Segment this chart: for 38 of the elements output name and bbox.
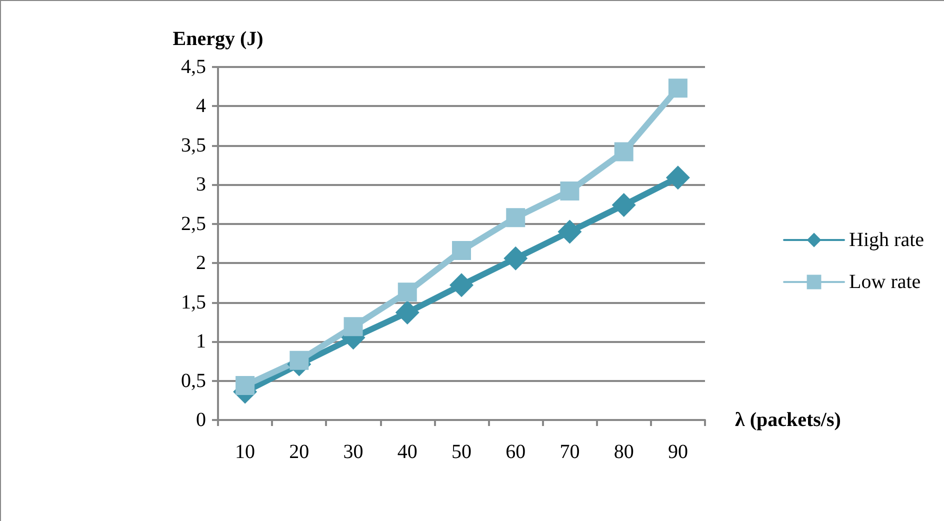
- point: [506, 208, 526, 228]
- x-tick-label: 60: [506, 441, 526, 463]
- x-tick-label: 10: [235, 441, 256, 463]
- x-tick-label: 50: [452, 441, 472, 463]
- point: [452, 241, 471, 260]
- legend-label: Low rate: [849, 271, 921, 293]
- y-tick-label: 4,5: [181, 56, 206, 78]
- point: [236, 376, 255, 395]
- point: [504, 246, 528, 270]
- legend-label: High rate: [849, 229, 924, 251]
- x-tick-label: 40: [397, 441, 418, 463]
- y-tick-label: 3,5: [181, 134, 206, 156]
- point: [558, 220, 582, 244]
- y-axis-title: Energy (J): [172, 28, 264, 50]
- point: [666, 166, 690, 190]
- y-tick-label: 1: [196, 330, 206, 353]
- y-tick-label: 0,5: [181, 370, 206, 392]
- x-tick-label: 80: [614, 441, 634, 463]
- point: [614, 142, 634, 162]
- y-tick-label: 4: [196, 95, 206, 118]
- x-tick-label: 90: [668, 441, 688, 463]
- point: [612, 193, 636, 218]
- y-tick-label: 1,5: [181, 291, 206, 314]
- x-axis-title: λ (packets/s): [735, 409, 841, 431]
- x-tick-label: 20: [289, 441, 310, 463]
- point: [668, 78, 688, 98]
- point: [450, 273, 474, 298]
- x-tick-label: 70: [560, 441, 580, 463]
- point: [344, 317, 363, 336]
- y-tick-label: 3: [196, 174, 206, 196]
- y-tick-label: 0: [196, 409, 206, 431]
- y-tick-label: 2: [196, 252, 206, 274]
- y-tick-label: 2,5: [181, 212, 206, 235]
- point: [290, 350, 309, 370]
- point: [395, 300, 420, 325]
- x-tick-label: 30: [343, 441, 364, 463]
- point: [398, 282, 417, 302]
- point: [560, 181, 580, 200]
